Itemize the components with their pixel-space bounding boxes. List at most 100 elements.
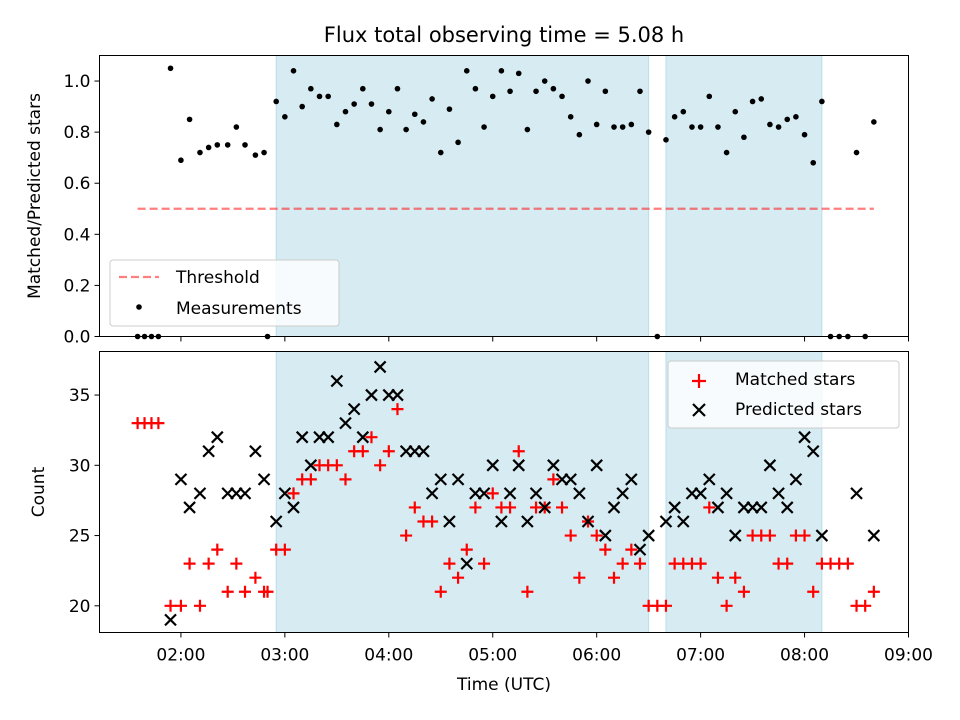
predicted-star-marker [269, 515, 283, 528]
predicted-star-marker [503, 487, 517, 500]
observing-interval [275, 351, 650, 633]
predicted-star-marker [720, 487, 733, 500]
predicted-star-marker [625, 473, 638, 486]
y-tick-label: 30 [69, 456, 91, 476]
measurement-point [351, 101, 357, 107]
measurement-point [299, 103, 305, 110]
predicted-star-marker [728, 529, 742, 542]
matched-star-marker [573, 571, 586, 584]
measurement-point [819, 98, 825, 105]
matched-star-marker [278, 543, 291, 556]
matched-star-marker [694, 557, 707, 570]
measurement-point [593, 121, 600, 128]
predicted-star-marker [174, 473, 188, 486]
measurement-point [261, 149, 267, 156]
matched-star-marker [400, 529, 413, 542]
matched-star-marker [841, 557, 854, 570]
measurement-point [680, 108, 687, 115]
x-tick-label: 08:00 [780, 646, 829, 666]
y-tick-label: 20 [69, 597, 91, 617]
matched-star-marker [230, 557, 243, 570]
predicted-star-marker [330, 374, 344, 388]
measurement-point [368, 101, 375, 107]
measurement-point [342, 108, 349, 115]
measurement-point [437, 149, 444, 156]
x-axis-label: Time (UTC) [456, 675, 551, 695]
measurement-point [663, 137, 669, 143]
predicted-star-marker [451, 473, 465, 486]
predicted-star-marker [460, 557, 474, 570]
predicted-star-marker [495, 515, 508, 528]
measurement-point [224, 142, 231, 148]
predicted-star-marker [633, 543, 647, 556]
predicted-star-marker [694, 487, 707, 500]
x-tick-label: 09:00 [884, 646, 933, 666]
measurement-point [481, 124, 487, 130]
predicted-star-marker [287, 501, 300, 514]
measurement-point [186, 116, 193, 123]
measurement-point [741, 134, 747, 141]
predicted-star-marker [512, 459, 526, 472]
figure-title: Flux total observing time = 5.08 h [324, 23, 684, 47]
measurement-point [463, 68, 470, 74]
predicted-star-marker [356, 430, 370, 444]
predicted-star-marker [486, 459, 500, 472]
y-tick-label: 1.0 [63, 72, 90, 92]
matched-star-marker [164, 599, 177, 612]
measurement-point [385, 108, 392, 115]
matched-star-marker [859, 599, 872, 612]
measurement-point [541, 78, 548, 84]
matched-star-marker [426, 515, 439, 528]
matched-star-marker [460, 543, 473, 556]
matched-star-marker [633, 557, 646, 570]
predicted-star-marker [754, 501, 768, 514]
matched-star-marker [434, 585, 447, 598]
y-tick-label: 25 [69, 527, 91, 547]
matched-legend-marker [692, 374, 706, 388]
measurement-point [567, 114, 574, 120]
measurement-point [853, 149, 860, 156]
matched-star-marker [729, 571, 742, 584]
measurement-point [316, 93, 323, 100]
matched-star-marker [152, 417, 165, 430]
predicted-star-marker [607, 501, 621, 514]
predicted-star-marker [365, 388, 378, 402]
matched-star-marker [408, 501, 421, 514]
measurement-point [550, 85, 557, 92]
measurement-point [472, 85, 479, 92]
matched-star-marker [556, 501, 569, 514]
predicted-star-marker [529, 487, 543, 500]
predicted-star-marker [780, 501, 794, 514]
matched-star-marker [763, 529, 776, 542]
x-tick-label: 02:00 [156, 646, 205, 666]
matched-star-marker [478, 557, 491, 570]
measurement-point [282, 114, 288, 120]
ratio-legend: Threshold Measurements [109, 259, 340, 327]
predicted-star-marker [573, 487, 586, 500]
measurement-point [706, 93, 713, 100]
matched-star-marker [737, 585, 750, 598]
measurement-point [360, 85, 366, 92]
ratio-x-ticks [180, 336, 909, 342]
predicted-star-marker [772, 487, 785, 500]
measurement-point [602, 88, 609, 95]
measurement-point [793, 114, 799, 120]
matched-star-marker [452, 571, 465, 584]
predicted-star-marker [295, 430, 309, 444]
matched-legend-label: Matched stars [735, 370, 855, 390]
predicted-star-marker [391, 388, 404, 402]
y-tick-label: 0.2 [63, 276, 90, 296]
predicted-star-marker [202, 444, 215, 458]
measurement-point [214, 142, 221, 148]
matched-star-marker [521, 585, 534, 598]
y-tick-label: 0.8 [63, 123, 90, 143]
predicted-star-marker [339, 416, 352, 430]
measurement-point [559, 93, 565, 100]
measurement-point [723, 149, 730, 156]
count-plot-frame [99, 351, 909, 633]
measurement-point [178, 157, 184, 164]
measurement-point [585, 78, 591, 84]
predicted-star-marker [806, 444, 820, 458]
